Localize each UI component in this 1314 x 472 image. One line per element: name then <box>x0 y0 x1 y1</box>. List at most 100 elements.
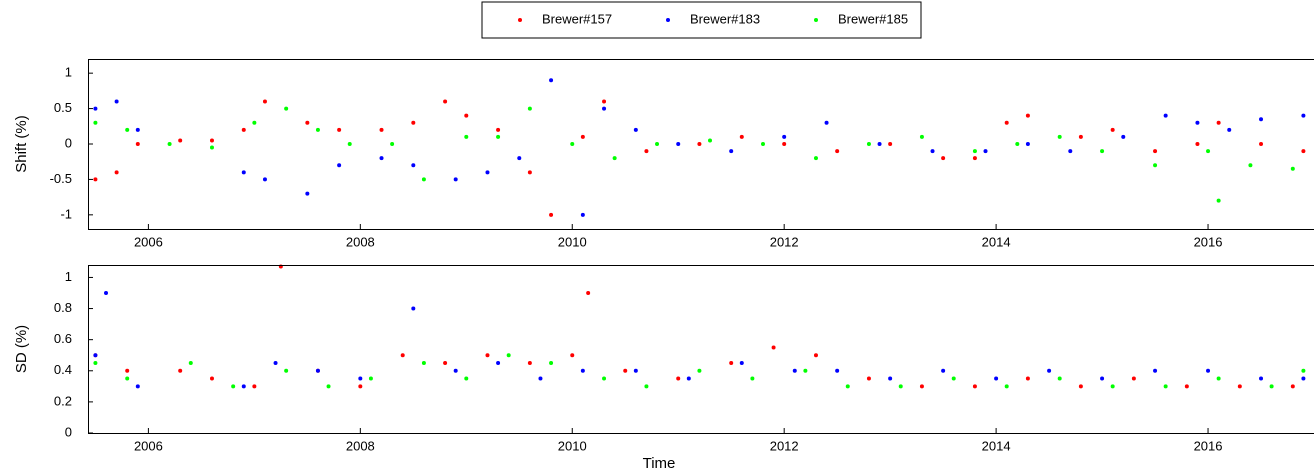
point <box>527 361 532 365</box>
point <box>464 134 469 139</box>
point <box>813 156 818 161</box>
point <box>586 291 591 295</box>
point <box>994 376 999 381</box>
legend-label: Brewer#185 <box>838 11 908 26</box>
y-tick-label: 0.5 <box>54 100 72 115</box>
point <box>1057 376 1062 381</box>
point <box>167 142 172 146</box>
point <box>941 156 946 161</box>
y-tick-label: 0 <box>65 424 72 439</box>
point <box>570 353 575 358</box>
point <box>1100 149 1105 154</box>
point <box>813 353 818 358</box>
point <box>496 361 501 365</box>
x-tick-label: 2012 <box>770 234 799 249</box>
point <box>972 156 977 161</box>
point <box>241 384 246 389</box>
point <box>358 376 363 381</box>
point <box>888 142 893 146</box>
point <box>708 138 713 143</box>
point <box>496 134 501 139</box>
point <box>368 376 373 381</box>
point <box>464 376 469 381</box>
plot-area <box>88 265 1314 433</box>
y-axis-label: Shift (%) <box>13 115 30 173</box>
point <box>453 368 458 373</box>
point <box>337 163 342 168</box>
y-tick-label: -0.5 <box>50 171 72 186</box>
point <box>697 142 702 146</box>
x-tick-label: 2014 <box>982 234 1011 249</box>
legend-label: Brewer#157 <box>542 11 612 26</box>
y-tick-label: 0.4 <box>54 362 72 377</box>
point <box>676 376 681 381</box>
point <box>866 376 871 381</box>
point <box>570 142 575 146</box>
point <box>686 376 691 381</box>
point <box>93 353 98 358</box>
point <box>241 127 246 132</box>
point <box>1015 142 1020 146</box>
point <box>135 142 140 146</box>
y-tick-label: 1 <box>65 65 72 80</box>
point <box>1184 384 1189 389</box>
point <box>284 368 289 373</box>
point <box>845 384 850 389</box>
point <box>485 353 490 358</box>
point <box>305 120 310 125</box>
point <box>1047 368 1052 373</box>
point <box>729 361 734 365</box>
point <box>1004 384 1009 389</box>
x-tick-label: 2016 <box>1194 438 1223 453</box>
point <box>930 149 935 154</box>
point <box>1269 384 1274 389</box>
point <box>644 384 649 389</box>
point <box>400 353 405 358</box>
point <box>273 361 278 365</box>
point <box>580 134 585 139</box>
point <box>1078 384 1083 389</box>
point <box>739 134 744 139</box>
point <box>1206 368 1211 373</box>
point <box>527 170 532 175</box>
legend-marker <box>666 18 670 22</box>
point <box>655 142 660 146</box>
point <box>1025 376 1030 381</box>
point <box>602 376 607 381</box>
point <box>951 376 956 381</box>
y-tick-label: 1 <box>65 269 72 284</box>
point <box>580 212 585 217</box>
point <box>93 120 98 125</box>
point <box>284 106 289 111</box>
point <box>633 368 638 373</box>
point <box>1216 376 1221 381</box>
point <box>771 345 776 350</box>
legend-box <box>481 1 922 39</box>
point <box>1131 376 1136 381</box>
x-tick-label: 2010 <box>558 234 587 249</box>
point <box>898 384 903 389</box>
legend-marker <box>814 18 818 22</box>
point <box>1025 142 1030 146</box>
y-tick-label: 0.2 <box>54 393 72 408</box>
point <box>358 384 363 389</box>
point <box>782 134 787 139</box>
point <box>972 149 977 154</box>
point <box>1290 384 1295 389</box>
point <box>919 134 924 139</box>
point <box>464 113 469 118</box>
x-axis-label: Time <box>643 455 676 472</box>
point <box>1216 120 1221 125</box>
point <box>315 368 320 373</box>
point <box>252 384 257 389</box>
point <box>549 78 554 83</box>
point <box>262 99 267 104</box>
legend-marker <box>518 18 522 22</box>
point <box>1301 149 1306 154</box>
point <box>93 177 98 182</box>
point <box>803 368 808 373</box>
point <box>792 368 797 373</box>
point <box>972 384 977 389</box>
point <box>337 127 342 132</box>
point <box>188 361 193 365</box>
